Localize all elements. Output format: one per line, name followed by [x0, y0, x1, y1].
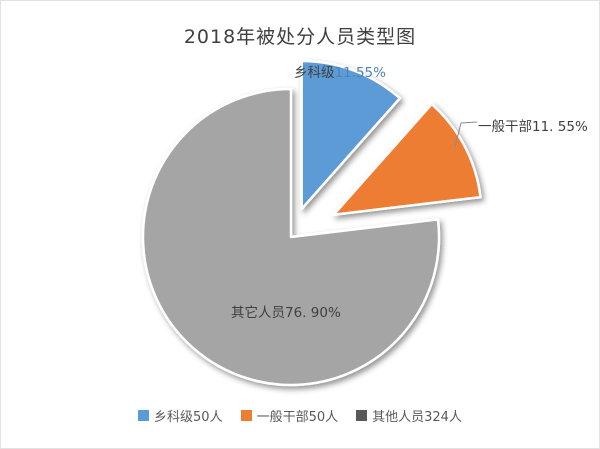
pie-slices [141, 59, 482, 387]
legend-swatch-icon [240, 410, 252, 421]
chart-title: 2018年被处分人员类型图 [183, 26, 417, 48]
legend-swatch-icon [356, 410, 368, 421]
data-label-percent: 76. 90% [285, 305, 341, 321]
pie-slice-2[interactable] [141, 87, 441, 387]
pie-slice-1[interactable] [332, 102, 482, 216]
legend-swatch-icon [138, 410, 150, 421]
data-label-percent: 11.55% [334, 65, 386, 81]
pie-slice-0[interactable] [300, 59, 402, 211]
data-label-xiangkeji: 乡科级11.55% [294, 61, 386, 81]
legend-label: 乡科级50人 [154, 410, 223, 425]
legend-item-xiangkeji[interactable]: 乡科级50人 [138, 406, 223, 425]
legend-label: 一般干部50人 [256, 410, 339, 425]
data-label-name: 乡科级 [294, 65, 335, 81]
chart-legend: 乡科级50人 一般干部50人 其他人员324人 [0, 406, 600, 425]
legend-label: 其他人员324人 [372, 410, 462, 425]
label-leader-line [454, 121, 478, 148]
data-label-yibanganbu: 一般干部11. 55% [478, 115, 588, 135]
legend-item-qitarenyuan[interactable]: 其他人员324人 [356, 406, 462, 425]
data-label-percent: 11. 55% [532, 119, 588, 135]
legend-item-yibanganbu[interactable]: 一般干部50人 [240, 406, 339, 425]
data-label-name: 一般干部 [478, 119, 532, 135]
data-label-qitarenyuan: 其它人员76. 90% [231, 301, 341, 321]
data-label-name: 其它人员 [231, 305, 285, 321]
